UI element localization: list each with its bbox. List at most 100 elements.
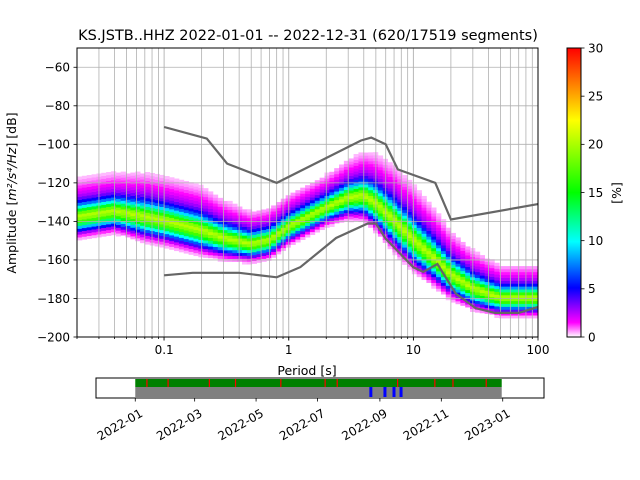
pdf-cell bbox=[426, 221, 432, 226]
pdf-cell bbox=[120, 226, 126, 230]
pdf-cell bbox=[261, 255, 267, 259]
pdf-cell bbox=[106, 218, 112, 222]
pdf-cell bbox=[266, 228, 272, 232]
pdf-cell bbox=[353, 171, 359, 175]
pdf-cell bbox=[178, 237, 185, 241]
pdf-cell bbox=[440, 224, 447, 229]
pdf-cell bbox=[101, 201, 107, 205]
pdf-cell bbox=[489, 262, 495, 266]
pdf-cell bbox=[431, 271, 437, 275]
pdf-cell bbox=[309, 223, 316, 227]
pdf-cell bbox=[135, 194, 141, 198]
pdf-cell bbox=[397, 216, 403, 220]
pdf-cell bbox=[309, 226, 316, 230]
pdf-cell bbox=[110, 208, 117, 213]
pdf-cell bbox=[169, 183, 175, 187]
pdf-cell bbox=[251, 252, 257, 256]
pdf-cell bbox=[460, 270, 466, 275]
pdf-cell bbox=[198, 231, 204, 235]
pdf-cell bbox=[81, 178, 88, 182]
pdf-cell bbox=[445, 236, 452, 240]
pdf-cell bbox=[101, 198, 107, 202]
pdf-cell bbox=[402, 247, 408, 251]
pdf-cell bbox=[377, 172, 384, 176]
pdf-cell bbox=[450, 282, 456, 286]
pdf-cell bbox=[91, 208, 97, 213]
pdf-cell bbox=[421, 256, 427, 260]
pdf-cell bbox=[193, 197, 199, 202]
pdf-cell bbox=[144, 174, 151, 179]
pdf-cell bbox=[489, 299, 495, 303]
pdf-cell bbox=[319, 212, 325, 216]
pdf-cell bbox=[363, 198, 369, 202]
pdf-cell bbox=[343, 189, 350, 193]
pdf-cell bbox=[130, 195, 136, 199]
pdf-cell bbox=[140, 234, 146, 238]
pdf-cell bbox=[489, 302, 495, 306]
pdf-cell bbox=[130, 204, 136, 208]
pdf-cell bbox=[416, 245, 422, 249]
pdf-cell bbox=[392, 243, 398, 247]
pdf-cell bbox=[508, 315, 515, 319]
pdf-cell bbox=[212, 220, 219, 224]
pdf-cell bbox=[436, 221, 442, 226]
pdf-cell bbox=[106, 172, 112, 176]
pdf-cell bbox=[392, 231, 398, 235]
pdf-cell bbox=[358, 218, 364, 223]
pdf-cell bbox=[421, 236, 427, 240]
pdf-cell bbox=[450, 293, 456, 297]
pdf-cell bbox=[309, 197, 316, 201]
pdf-cell bbox=[135, 212, 141, 216]
pdf-cell bbox=[130, 189, 136, 194]
pdf-cell bbox=[251, 257, 257, 261]
pdf-cell bbox=[436, 230, 442, 234]
pdf-cell bbox=[144, 177, 151, 181]
pdf-cell bbox=[426, 242, 432, 246]
pdf-cell bbox=[217, 220, 223, 225]
pdf-cell bbox=[445, 250, 452, 255]
pdf-cell bbox=[183, 201, 190, 205]
pdf-cell bbox=[183, 183, 190, 188]
pdf-cell bbox=[416, 216, 422, 220]
pdf-cell bbox=[348, 158, 354, 162]
pdf-cell bbox=[227, 224, 233, 228]
pdf-cell bbox=[339, 216, 345, 220]
pdf-cell bbox=[348, 204, 354, 208]
pdf-cell bbox=[431, 236, 437, 240]
pdf-cell bbox=[421, 247, 427, 252]
pdf-cell bbox=[528, 271, 534, 276]
pdf-cell bbox=[120, 200, 126, 204]
pdf-cell bbox=[271, 211, 277, 215]
pdf-cell bbox=[232, 244, 238, 248]
pdf-cell bbox=[377, 158, 384, 162]
pdf-cell bbox=[144, 209, 151, 213]
pdf-cell bbox=[183, 204, 190, 208]
pdf-cell bbox=[164, 199, 170, 203]
pdf-cell bbox=[241, 255, 248, 259]
pdf-cell bbox=[353, 188, 359, 192]
pdf-cell bbox=[271, 214, 277, 218]
pdf-cell bbox=[115, 184, 122, 188]
pdf-cell bbox=[324, 192, 330, 196]
pdf-cell bbox=[368, 158, 374, 162]
colorbar-tick-label: 15 bbox=[588, 186, 603, 200]
pdf-cell bbox=[154, 197, 160, 201]
pdf-cell bbox=[431, 242, 437, 246]
pdf-cell bbox=[125, 190, 131, 195]
colorbar-tick-label: 0 bbox=[588, 330, 596, 344]
pdf-cell bbox=[343, 215, 350, 219]
pdf-cell bbox=[309, 231, 316, 236]
pdf-cell bbox=[377, 155, 384, 159]
pdf-cell bbox=[198, 207, 204, 212]
pdf-cell bbox=[436, 224, 442, 229]
pdf-cell bbox=[397, 190, 403, 194]
pdf-cell bbox=[329, 215, 335, 219]
pdf-cell bbox=[120, 174, 126, 178]
pdf-cell bbox=[392, 165, 398, 169]
pdf-cell bbox=[397, 254, 403, 258]
pdf-cell bbox=[445, 245, 452, 249]
pdf-cell bbox=[198, 190, 204, 194]
pdf-cell bbox=[387, 196, 393, 201]
pdf-cell bbox=[115, 198, 122, 202]
pdf-cell bbox=[164, 245, 170, 249]
